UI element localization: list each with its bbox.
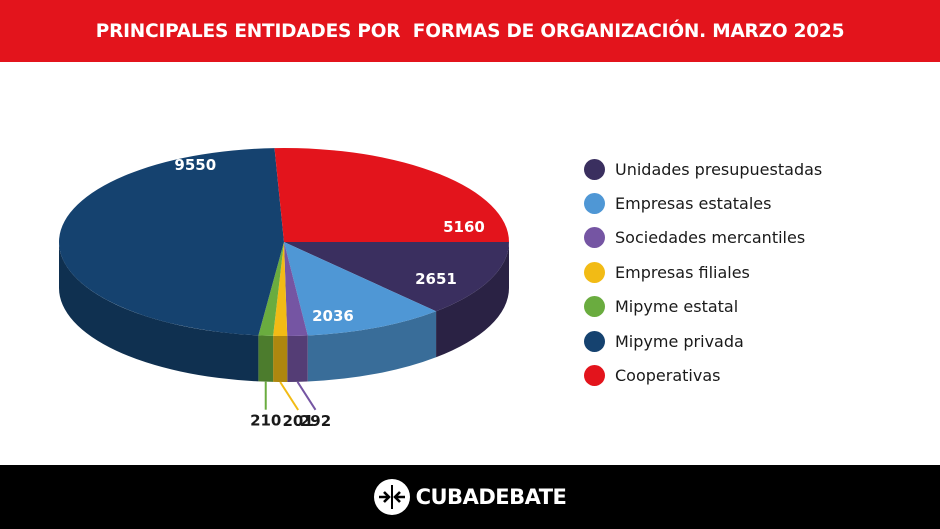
legend-swatch-icon bbox=[584, 365, 605, 387]
pie-slice-3 bbox=[273, 242, 288, 337]
pie-slice-6 bbox=[274, 148, 509, 242]
chart-title-bar: PRINCIPALES ENTIDADES POR FORMAS DE ORGA… bbox=[0, 0, 940, 62]
legend-item: Cooperativas bbox=[584, 358, 924, 392]
pie-slice-5 bbox=[59, 148, 285, 336]
pie-slice-0 bbox=[284, 242, 509, 312]
data-label-1: 2036 bbox=[312, 307, 354, 325]
pie-slice-2 bbox=[284, 242, 308, 336]
leader-line-2 bbox=[296, 381, 317, 411]
data-label-6: 5160 bbox=[443, 218, 485, 236]
legend-swatch-icon bbox=[584, 261, 605, 283]
data-label-5: 9550 bbox=[174, 156, 216, 174]
legend-swatch-icon bbox=[584, 330, 605, 352]
leader-line-3 bbox=[279, 381, 300, 411]
pie-side-2 bbox=[287, 335, 308, 382]
legend-item: Empresas estatales bbox=[584, 186, 924, 220]
pie-top-faces bbox=[59, 148, 509, 337]
legend-swatch-icon bbox=[584, 158, 605, 180]
legend-item: Sociedades mercantiles bbox=[584, 221, 924, 255]
legend-label: Mipyme privada bbox=[615, 331, 744, 351]
pie-side-5 bbox=[59, 242, 259, 382]
pie-side-3 bbox=[273, 335, 288, 382]
pie-side-0 bbox=[436, 242, 509, 358]
legend-label: Sociedades mercantiles bbox=[615, 228, 806, 248]
legend-label: Empresas estatales bbox=[615, 194, 772, 214]
data-label-0: 2651 bbox=[415, 270, 457, 288]
pie-side-walls bbox=[59, 242, 509, 382]
chart-legend: Unidades presupuestadas Empresas estatale… bbox=[584, 152, 924, 393]
data-label-3: 201 bbox=[283, 412, 314, 430]
footer-bar: CUBADEBATE bbox=[0, 465, 940, 529]
legend-item: Mipyme privada bbox=[584, 324, 924, 358]
pie-slice-1 bbox=[284, 242, 437, 336]
legend-label: Empresas filiales bbox=[615, 262, 750, 282]
legend-item: Unidades presupuestadas bbox=[584, 152, 924, 186]
legend-item: Empresas filiales bbox=[584, 255, 924, 289]
legend-label: Mipyme estatal bbox=[615, 297, 739, 317]
legend-swatch-icon bbox=[584, 227, 605, 249]
legend-swatch-icon bbox=[584, 296, 605, 318]
legend-label: Cooperativas bbox=[615, 366, 721, 386]
cubadebate-logo-icon bbox=[373, 479, 410, 515]
pie-slice-4 bbox=[258, 242, 284, 336]
pie-side-1 bbox=[307, 311, 437, 382]
pie-side-4 bbox=[258, 335, 274, 382]
legend-swatch-icon bbox=[584, 193, 605, 215]
brand-name: CUBADEBATE bbox=[415, 485, 567, 509]
legend-label: Unidades presupuestadas bbox=[615, 159, 823, 179]
legend-item: Mipyme estatal bbox=[584, 290, 924, 324]
data-label-2: 292 bbox=[300, 412, 331, 430]
data-label-4: 210 bbox=[250, 412, 281, 430]
chart-title: PRINCIPALES ENTIDADES POR FORMAS DE ORGA… bbox=[95, 20, 845, 42]
